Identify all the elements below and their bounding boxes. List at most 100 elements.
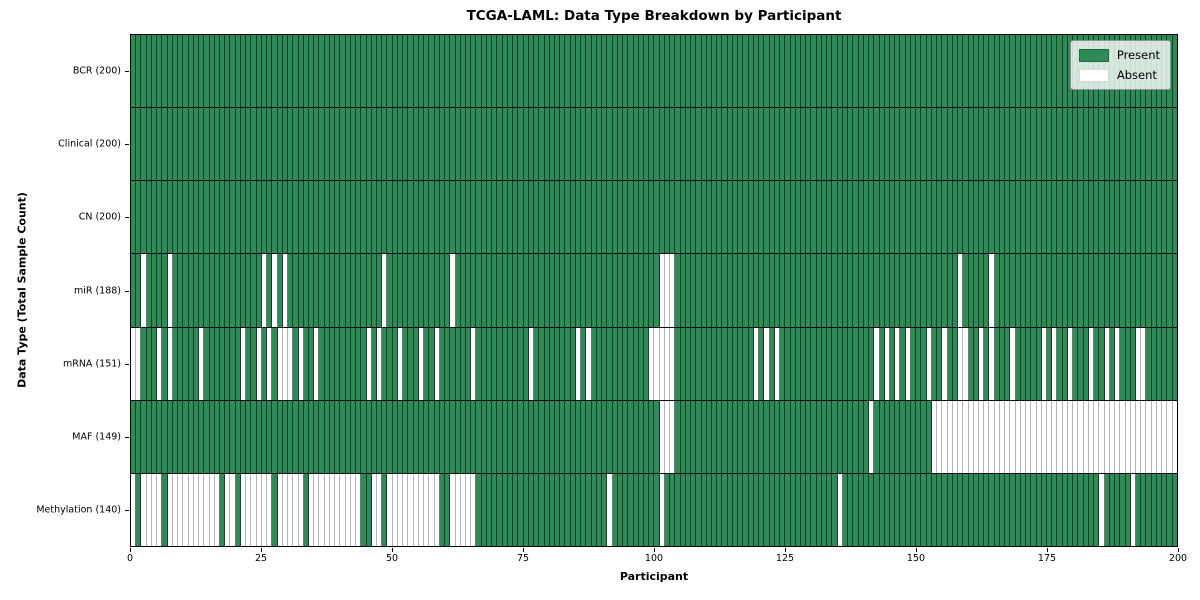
cell [654,327,660,400]
cell [1099,181,1105,254]
cell [293,254,299,327]
cell [1015,254,1021,327]
cell [502,327,508,400]
cell [889,400,896,473]
cell [157,108,163,181]
cell [513,181,519,254]
y-tick-mark [125,217,129,219]
cell [858,400,864,473]
cell [769,473,775,546]
cell [157,181,163,254]
cell [549,473,555,546]
cell [1010,400,1016,473]
cell [418,108,425,181]
cell [978,327,985,400]
cell [701,181,707,254]
cell [863,400,870,473]
cell [664,327,671,400]
cell [827,254,833,327]
cell [434,473,440,546]
cell [670,473,676,546]
cell [801,473,807,546]
cell [256,327,262,400]
cell [575,181,582,254]
cell [481,108,487,181]
cell [691,473,697,546]
cell [188,35,194,108]
cell [1062,181,1068,254]
cell [602,400,608,473]
cell [513,254,519,327]
cell [424,254,430,327]
cell [439,254,446,327]
cell [643,35,650,108]
cell [858,473,864,546]
cell [759,473,765,546]
cell [696,400,702,473]
cell [361,35,367,108]
cell [256,254,262,327]
cell [267,400,273,473]
cell [717,473,723,546]
cell [706,254,713,327]
cell [188,327,194,400]
cell [863,181,870,254]
cell [952,400,959,473]
cell [853,473,859,546]
cell [785,473,791,546]
cell [806,35,812,108]
cell [157,473,163,546]
cell [884,35,890,108]
cell [371,400,378,473]
cell [282,254,289,327]
cell [1115,473,1121,546]
cell [738,181,744,254]
cell [638,108,644,181]
cell [895,254,901,327]
cell [1083,327,1089,400]
cell [1151,400,1157,473]
cell [413,35,419,108]
cell [183,327,189,400]
cell [1031,35,1037,108]
x-tick-mark [523,548,524,552]
cell [382,181,388,254]
cell [654,400,660,473]
cell [534,254,540,327]
cell [219,473,226,546]
cell [1130,400,1136,473]
cell [858,108,864,181]
cell [1047,327,1053,400]
cell [460,35,466,108]
cell [1172,473,1177,546]
cell [596,254,603,327]
cell [738,473,744,546]
cell [534,181,540,254]
cell [570,327,576,400]
cell [1167,108,1173,181]
cell [1015,35,1021,108]
heatmap-grid [131,35,1177,546]
cell [178,400,184,473]
cell [298,327,304,400]
cell [905,181,911,254]
cell [1036,400,1042,473]
cell [1094,473,1100,546]
cell [842,108,849,181]
cell [1120,254,1126,327]
cell [298,473,304,546]
cell [581,35,587,108]
cell [230,254,236,327]
cell [340,473,346,546]
cell [1026,400,1032,473]
cell [806,400,812,473]
cell [670,35,676,108]
cell [1172,327,1177,400]
x-tick-label-100: 100 [644,553,664,564]
cell [884,400,890,473]
cell [303,181,309,254]
cell [565,254,571,327]
cell [492,327,498,400]
cell [570,473,576,546]
cell [1141,254,1147,327]
